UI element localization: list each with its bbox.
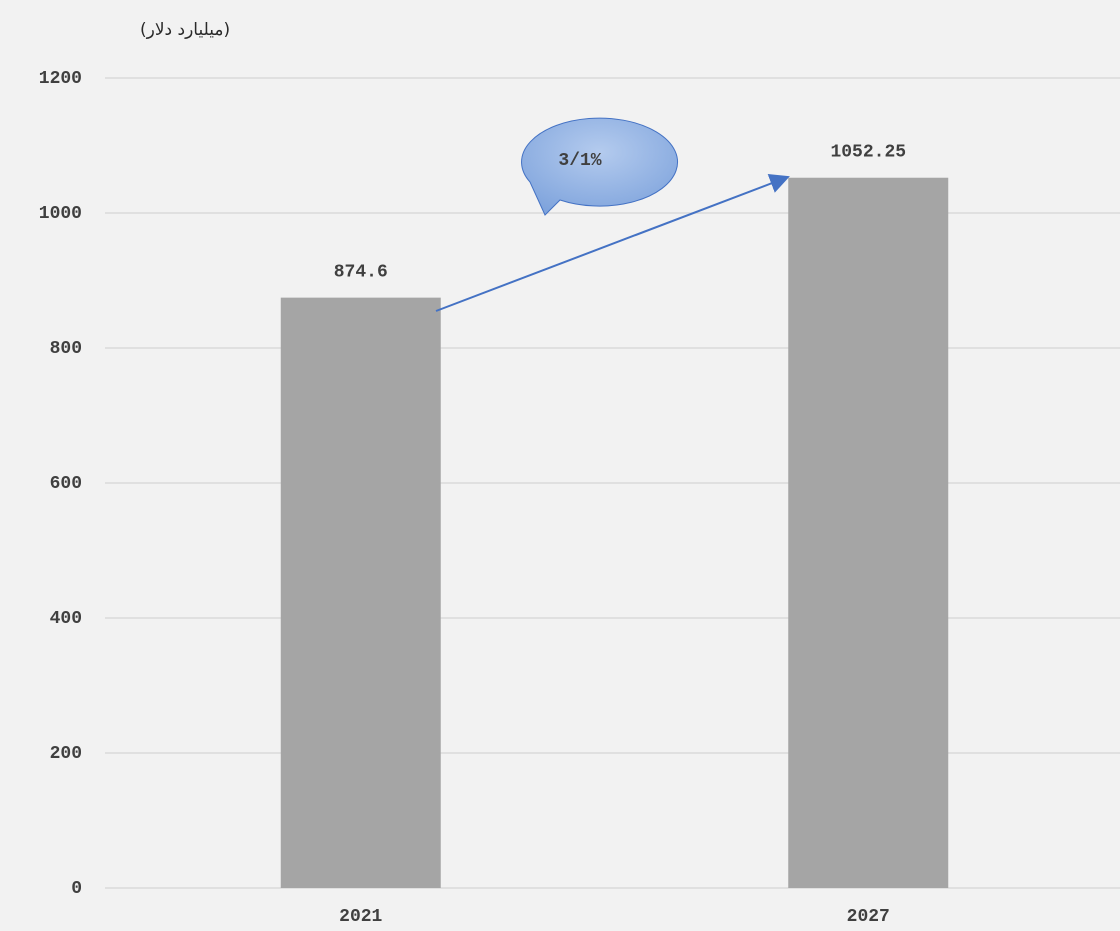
y-tick-label: 600	[50, 474, 82, 494]
y-tick-label: 400	[50, 609, 82, 629]
x-tick-label: 2027	[847, 907, 890, 927]
annotation: 3/1%	[558, 151, 601, 171]
callout-bubble	[521, 117, 678, 216]
bar	[280, 297, 441, 888]
y-tick-label: 200	[50, 744, 82, 764]
data-label: 1052.25	[830, 142, 906, 162]
bar	[788, 177, 949, 888]
growth-arrow	[435, 174, 790, 312]
y-tick-label: 1200	[39, 69, 82, 89]
x-tick-label: 2021	[339, 907, 382, 927]
y-tick-label: 1000	[39, 204, 82, 224]
y-tick-label: 800	[50, 339, 82, 359]
y-tick-label: 0	[71, 879, 82, 899]
y-axis-label: (میلیارد دلار)	[140, 20, 230, 40]
data-label: 874.6	[334, 262, 388, 282]
